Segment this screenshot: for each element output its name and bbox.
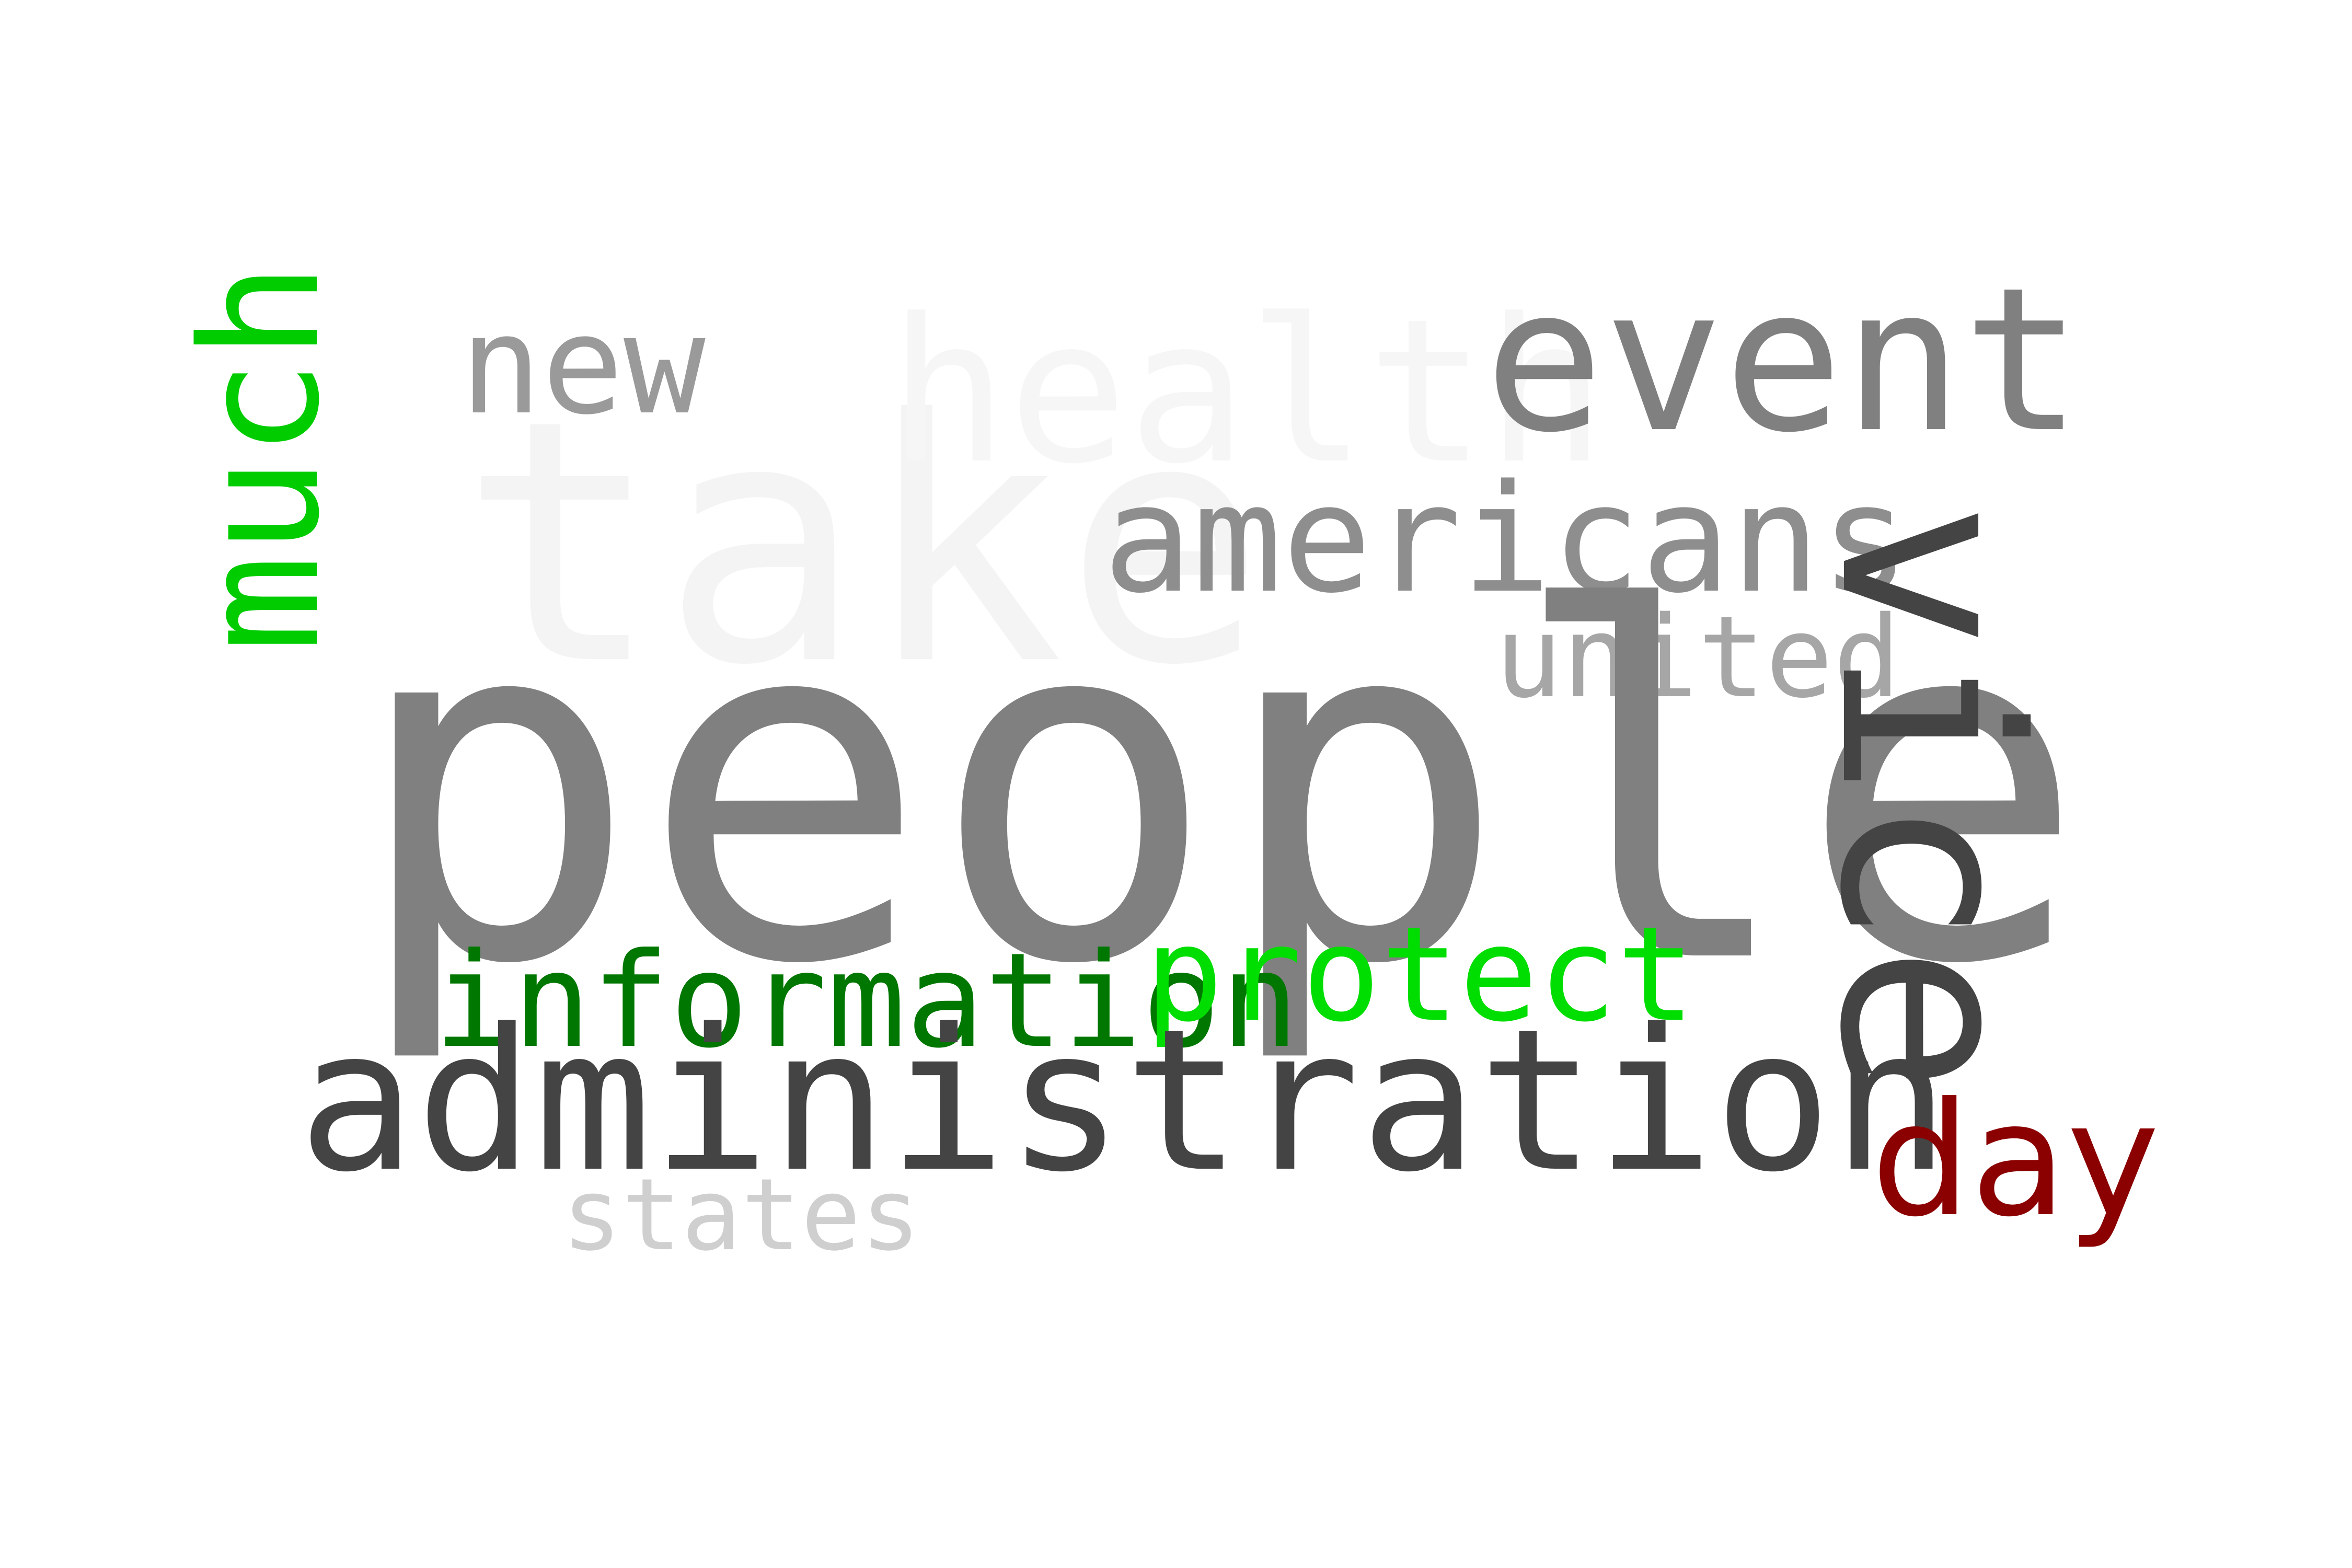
word-health: health	[889, 276, 1606, 508]
word-day: day	[1871, 1069, 2160, 1251]
word-states: states	[562, 1157, 921, 1273]
word-vice: vice	[1786, 501, 2072, 1093]
word-americans: americans	[1103, 453, 1910, 626]
word-new: new	[460, 287, 706, 445]
word-take: take	[460, 349, 1266, 738]
word-people: people	[350, 509, 2088, 1069]
word-united: united	[1495, 592, 1901, 723]
word-administration: administration	[298, 987, 1950, 1215]
word-event: event	[1484, 245, 2082, 476]
word-much: much	[167, 262, 355, 653]
word-information: information	[434, 925, 1299, 1077]
word-protect: protect	[1145, 898, 1696, 1051]
